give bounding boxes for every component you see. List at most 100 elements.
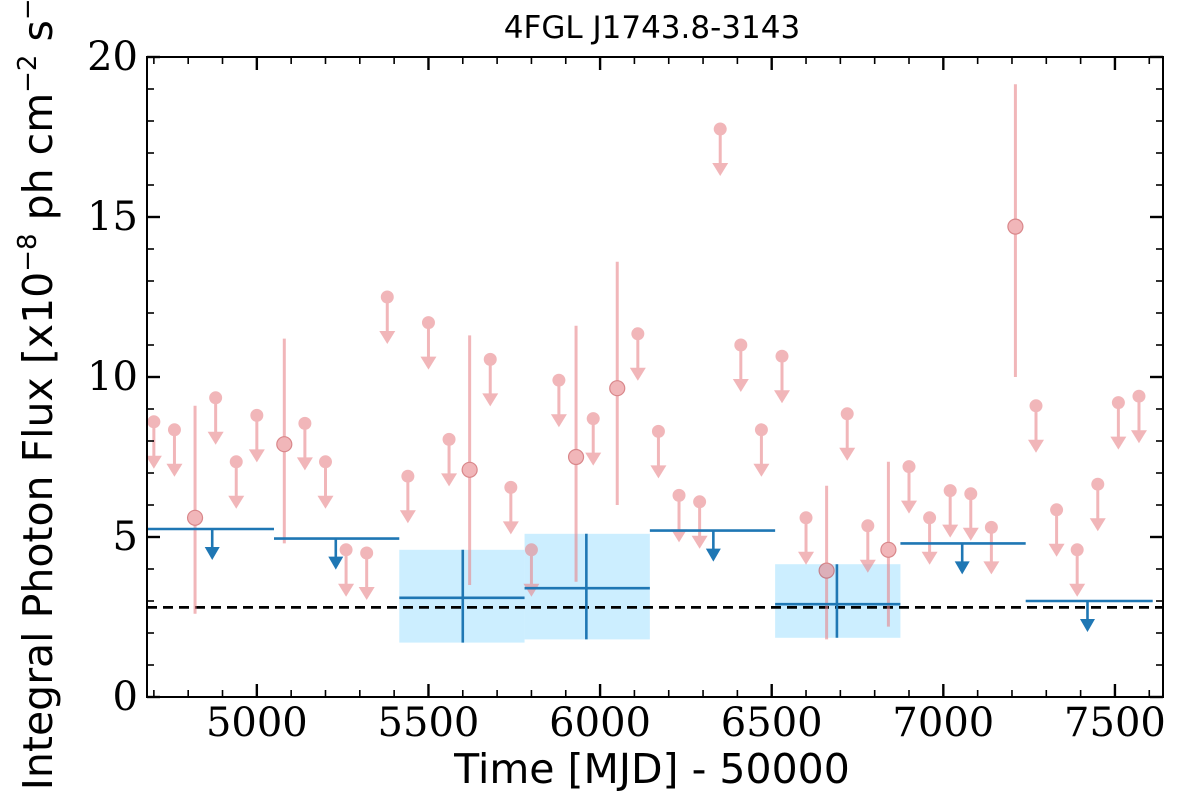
y-tick-label: 0 bbox=[113, 674, 138, 720]
y-tick-label: 10 bbox=[87, 354, 138, 400]
long-upper-limit-arrow bbox=[328, 556, 344, 570]
short-detection-marker bbox=[609, 380, 626, 397]
short-upper-limit-marker bbox=[504, 480, 518, 494]
short-detection-marker bbox=[1007, 218, 1024, 235]
short-upper-limit-arrow bbox=[585, 452, 602, 466]
short-upper-limit-marker bbox=[380, 290, 394, 304]
plot-frame bbox=[146, 56, 1164, 698]
short-detection bbox=[1007, 84, 1024, 377]
short-upper-limit-arrow bbox=[358, 587, 375, 600]
short-upper-limit bbox=[839, 407, 856, 461]
short-upper-limit bbox=[399, 469, 416, 524]
short-upper-limit-marker bbox=[421, 316, 435, 330]
short-upper-limit-arrow bbox=[921, 551, 938, 565]
short-upper-limit bbox=[798, 511, 815, 565]
short-upper-limit-arrow bbox=[691, 535, 708, 549]
short-upper-limit-arrow bbox=[839, 447, 856, 461]
short-upper-limit bbox=[901, 460, 917, 514]
short-upper-limit-arrow bbox=[296, 457, 313, 471]
short-detection-marker bbox=[461, 461, 478, 478]
short-upper-limit-marker bbox=[1070, 543, 1084, 557]
short-detection bbox=[186, 405, 204, 614]
short-upper-limit-arrow bbox=[629, 367, 646, 381]
short-upper-limit bbox=[207, 391, 224, 445]
short-detection-marker bbox=[567, 448, 585, 466]
long-upper-limit-arrow bbox=[954, 561, 970, 575]
short-upper-limit bbox=[379, 290, 396, 344]
short-upper-limit-marker bbox=[209, 391, 223, 405]
short-upper-limit-marker bbox=[631, 327, 645, 341]
short-upper-limit-marker bbox=[964, 487, 978, 501]
short-upper-limit bbox=[629, 327, 646, 381]
short-upper-limit-arrow bbox=[650, 465, 667, 479]
short-upper-limit bbox=[1048, 503, 1065, 557]
short-upper-limit-arrow bbox=[671, 529, 688, 543]
x-tick-label: 5500 bbox=[378, 700, 480, 746]
short-upper-limit-arrow bbox=[399, 510, 416, 524]
short-upper-limit-arrow bbox=[502, 521, 519, 535]
short-upper-limit-marker bbox=[586, 412, 600, 426]
short-upper-limit-marker bbox=[552, 373, 566, 387]
short-upper-limit-arrow bbox=[1028, 439, 1044, 453]
short-upper-limit-marker bbox=[943, 484, 957, 498]
short-upper-limit bbox=[671, 488, 688, 543]
short-upper-limit-arrow bbox=[379, 331, 396, 344]
y-tick-label: 5 bbox=[113, 514, 138, 560]
short-upper-limit-marker bbox=[734, 338, 748, 352]
short-upper-limit-arrow bbox=[207, 431, 224, 445]
x-axis-label: Time [MJD] - 50000 bbox=[453, 745, 850, 793]
short-upper-limit-marker bbox=[483, 352, 497, 366]
short-upper-limit-arrow bbox=[1089, 518, 1106, 532]
short-detection-marker bbox=[880, 541, 897, 558]
short-upper-limit-marker bbox=[401, 469, 415, 483]
short-upper-limit-arrow bbox=[983, 561, 1000, 575]
short-upper-limit-marker bbox=[442, 432, 456, 446]
short-upper-limit-marker bbox=[840, 407, 854, 421]
short-detection bbox=[567, 325, 585, 582]
short-upper-limit-marker bbox=[861, 519, 875, 533]
short-upper-limit-arrow bbox=[1069, 583, 1086, 597]
short-upper-limit bbox=[753, 423, 770, 477]
short-upper-limit-marker bbox=[754, 423, 768, 437]
short-upper-limit bbox=[166, 423, 183, 477]
short-upper-limit bbox=[441, 432, 458, 487]
short-upper-limit bbox=[712, 122, 729, 176]
short-upper-limit-arrow bbox=[1048, 543, 1065, 557]
short-detection bbox=[880, 461, 897, 627]
short-detection bbox=[276, 338, 293, 544]
y-tick-label: 15 bbox=[87, 194, 138, 240]
short-bin-series bbox=[145, 84, 1147, 640]
short-upper-limit-arrow bbox=[420, 356, 437, 370]
short-upper-limit-marker bbox=[298, 416, 312, 430]
short-upper-limit-arrow bbox=[798, 551, 815, 565]
short-detection-marker bbox=[186, 509, 204, 526]
short-upper-limit bbox=[338, 543, 355, 597]
short-upper-limit-arrow bbox=[962, 527, 979, 541]
short-upper-limit-arrow bbox=[712, 163, 729, 176]
short-upper-limit bbox=[145, 415, 162, 469]
short-upper-limit-marker bbox=[651, 424, 665, 438]
long-upper-limit-arrow bbox=[705, 548, 721, 562]
short-upper-limit-arrow bbox=[942, 524, 959, 538]
short-upper-limit-marker bbox=[147, 415, 161, 429]
long-upper-limit-arrow bbox=[1079, 619, 1095, 632]
short-upper-limit-marker bbox=[799, 511, 813, 525]
short-upper-limit-marker bbox=[167, 423, 181, 437]
chart-title: 4FGL J1743.8-3143 bbox=[504, 10, 800, 46]
short-upper-limit bbox=[317, 455, 334, 509]
short-upper-limit-arrow bbox=[774, 390, 790, 404]
short-upper-limit-arrow bbox=[1110, 436, 1127, 450]
short-upper-limit bbox=[774, 349, 790, 404]
short-upper-limit bbox=[983, 520, 1000, 575]
short-upper-limit-marker bbox=[984, 520, 998, 534]
short-upper-limit-arrow bbox=[441, 473, 458, 487]
short-upper-limit bbox=[921, 511, 938, 565]
short-upper-limit bbox=[502, 480, 519, 535]
short-upper-limit-arrow bbox=[732, 379, 749, 392]
short-upper-limit bbox=[420, 316, 437, 370]
long-upper-limit-arrow bbox=[204, 547, 220, 560]
short-upper-limit bbox=[585, 412, 602, 466]
short-upper-limit-arrow bbox=[338, 583, 355, 597]
short-upper-limit-marker bbox=[693, 495, 707, 509]
